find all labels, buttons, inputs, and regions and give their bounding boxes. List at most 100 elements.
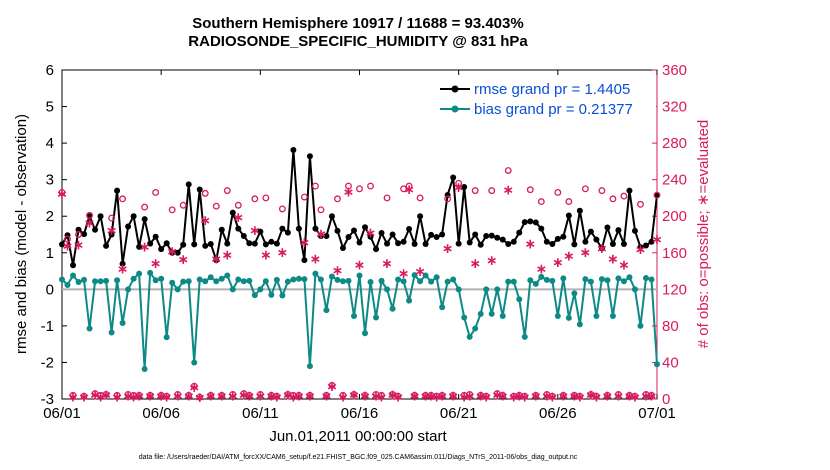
bias-point — [598, 276, 605, 283]
rmse-point — [262, 241, 269, 248]
bias-point — [59, 276, 65, 283]
obs-evaluated-point: ∗ — [194, 390, 206, 406]
bias-point — [92, 278, 99, 285]
bias-point — [499, 313, 506, 320]
obs-evaluated-point: ∗ — [277, 245, 289, 261]
bias-point — [582, 276, 589, 283]
obs-evaluated-point: ∗ — [392, 389, 404, 405]
obs-evaluated-point: ∗ — [370, 388, 382, 404]
rmse-point — [582, 238, 589, 245]
rmse-point — [323, 232, 330, 239]
bias-point — [400, 278, 407, 285]
obs-evaluated-point: ∗ — [144, 388, 156, 404]
rmse-point — [196, 186, 203, 193]
obs-evaluated-point: ∗ — [464, 388, 476, 404]
rmse-point — [620, 241, 627, 248]
rmse-point — [152, 233, 159, 240]
bias-point — [345, 277, 352, 284]
obs-evaluated-point: ∗ — [254, 388, 266, 404]
rmse-point — [362, 224, 369, 231]
obs-evaluated-point: ∗ — [106, 223, 118, 239]
rmse-point — [191, 241, 198, 248]
rmse-point — [158, 246, 165, 253]
bias-point — [185, 278, 192, 285]
obs-possible-point — [300, 193, 308, 201]
obs-possible-point — [75, 231, 82, 238]
rmse-point — [477, 241, 484, 248]
bias-point — [521, 333, 528, 340]
rmse-point — [598, 245, 605, 252]
y2-tick-label: 280 — [662, 135, 687, 152]
bias-point — [631, 286, 638, 293]
obs-evaluated-point: ∗ — [67, 389, 79, 405]
obs-possible-point — [69, 391, 77, 399]
rmse-point — [147, 240, 154, 247]
obs-evaluated-point: ∗ — [95, 389, 107, 405]
y-tick-label: 2 — [46, 208, 54, 225]
bias-point — [251, 292, 258, 299]
obs-possible-point — [317, 206, 325, 214]
rmse-point — [422, 241, 429, 248]
y-axis-label: rmse and bias (model - observation) — [13, 114, 30, 354]
y2-tick-label: 320 — [662, 99, 687, 116]
bias-point — [218, 275, 225, 282]
obs-evaluated-point: ∗ — [348, 387, 360, 403]
bias-point — [406, 297, 413, 304]
obs-possible-point — [504, 167, 512, 174]
obs-possible-point — [411, 391, 419, 399]
obs-possible-point — [218, 391, 226, 399]
bias-point — [362, 330, 369, 337]
legend-rmse-label: rmse grand pr = 1.4405 — [474, 81, 630, 98]
x-tick-label: 06/21 — [440, 405, 478, 422]
obs-evaluated-point: ∗ — [227, 388, 239, 404]
obs-possible-point — [273, 392, 281, 400]
legend: rmse grand pr = 1.4405 bias grand pr = 0… — [434, 77, 656, 121]
obs-possible-point — [80, 392, 88, 400]
obs-evaluated-point: ∗ — [436, 388, 448, 404]
rmse-point — [169, 249, 176, 256]
bias-point — [527, 277, 534, 284]
obs-possible-point — [201, 189, 209, 197]
obs-possible-point — [141, 203, 149, 211]
rmse-point — [290, 147, 297, 154]
bias-point — [350, 313, 357, 320]
bias-point — [130, 275, 137, 282]
rmse-point — [70, 262, 77, 269]
rmse-point — [549, 241, 556, 248]
obs-possible-point — [521, 392, 529, 400]
bias-point — [587, 278, 594, 285]
y-tick-label: 3 — [46, 172, 54, 189]
obs-evaluated-point: ∗ — [315, 227, 327, 243]
rmse-point — [180, 241, 187, 248]
bias-point — [279, 292, 286, 299]
rmse-point — [334, 227, 341, 234]
bias-point — [472, 325, 479, 332]
obs-evaluated-point: ∗ — [624, 388, 636, 404]
y2-tick-label: 200 — [662, 208, 687, 225]
rmse-point — [81, 231, 88, 238]
obs-possible-point — [576, 392, 584, 400]
obs-evaluated-point: ∗ — [376, 389, 388, 405]
rmse-point — [433, 234, 440, 241]
rmse-point — [185, 181, 192, 188]
obs-evaluated-point: ∗ — [469, 256, 481, 272]
obs-evaluated-point: ∗ — [530, 388, 542, 404]
rmse-point — [604, 224, 611, 231]
rmse-point — [455, 240, 462, 247]
y-tick-label: 6 — [46, 62, 54, 79]
obs-evaluated-point: ∗ — [221, 248, 233, 264]
rmse-point — [510, 238, 517, 245]
obs-possible-point — [108, 214, 116, 222]
obs-evaluated-point: ∗ — [557, 388, 569, 404]
obs-evaluated-point: ∗ — [475, 388, 487, 404]
bias-point — [604, 277, 611, 284]
rmse-point — [516, 229, 523, 236]
bias-point — [141, 366, 148, 373]
y-tick-label: 5 — [46, 99, 54, 116]
rmse-point — [654, 192, 660, 199]
obs-evaluated-point: ∗ — [205, 388, 217, 404]
bias-point — [422, 272, 429, 279]
rmse-point — [560, 233, 567, 240]
obs-possible-point — [361, 391, 369, 399]
